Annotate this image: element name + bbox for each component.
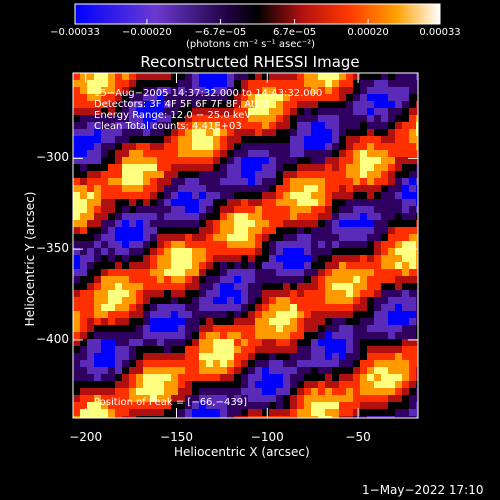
info-clean-counts: Clean Total counts: 4.41E+03 <box>94 121 242 132</box>
colorbar-tick-label: −0.00020 <box>122 27 172 38</box>
colorbar-tick-label: −0.00033 <box>50 27 100 38</box>
observation-info: 15−Aug−2005 14:37:32.000 to 14:43:32.000… <box>94 88 322 132</box>
colorbar-units: (photons cm⁻² s⁻¹ asec⁻²) <box>186 39 316 50</box>
y-axis-label: Heliocentric Y (arcsec) <box>23 191 37 327</box>
info-detectors: Detectors: 3F 4F 5F 6F 7F 8F, Att 0 <box>94 99 269 110</box>
info-energy-range: Energy Range: 12.0 − 25.0 keV <box>94 110 252 121</box>
colorbar-tick-label: 6.7e−05 <box>272 27 317 38</box>
y-tick-label: −300 <box>36 150 69 165</box>
timestamp: 1−May−2022 17:10 <box>362 483 484 497</box>
heatmap-image <box>73 73 418 418</box>
axis-ticks <box>73 73 418 418</box>
colorbar-tick-label: 0.00020 <box>347 27 389 38</box>
info-time-range: 15−Aug−2005 14:37:32.000 to 14:43:32.000 <box>94 88 323 99</box>
x-tick-label: −150 <box>160 430 193 444</box>
y-tick-label: −400 <box>36 331 69 346</box>
x-axis-label: Heliocentric X (arcsec) <box>174 445 310 459</box>
y-tick-label: −350 <box>36 241 69 256</box>
peak-position: Position of Peak = [−66,−439] <box>94 397 247 408</box>
x-tick-label: −100 <box>250 430 284 444</box>
colorbar-tick-label: −6.7e−05 <box>194 27 247 38</box>
x-tick-label: −50 <box>345 430 371 444</box>
x-tick-label: −200 <box>69 430 103 444</box>
chart-title: Reconstructed RHESSI Image <box>140 53 360 71</box>
colorbar-tick-label: 0.00033 <box>419 27 461 38</box>
colorbar-ticks <box>74 19 441 24</box>
colorbar <box>74 3 441 25</box>
plot-frame <box>72 72 419 419</box>
colorbar-tick-labels: −0.00033 −0.00020 −6.7e−05 6.7e−05 0.00020 0.… <box>0 28 500 40</box>
